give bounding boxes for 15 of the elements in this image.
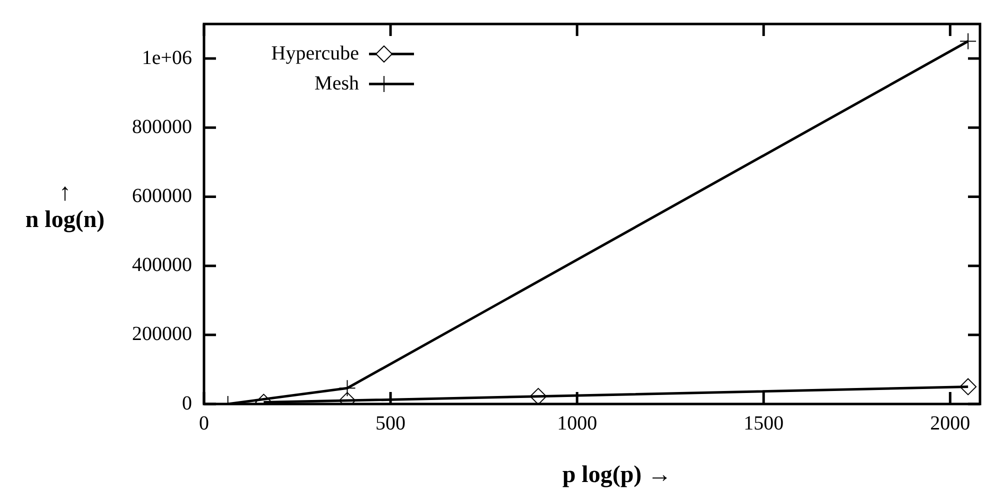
y-tick-label: 800000 bbox=[132, 116, 192, 138]
x-tick-label: 1000 bbox=[557, 412, 598, 434]
y-tick-label: 0 bbox=[182, 392, 192, 414]
y-tick-label: 1e+06 bbox=[142, 46, 192, 69]
y-axis-title: ↑ n log(n) bbox=[24, 180, 106, 234]
legend-label: Mesh bbox=[314, 72, 359, 94]
y-tick-label: 600000 bbox=[132, 184, 192, 207]
x-tick-label: 0 bbox=[199, 412, 209, 434]
legend-label: Hypercube bbox=[271, 42, 360, 64]
x-tick-label: 1500 bbox=[744, 412, 784, 434]
x-tick-label: 500 bbox=[376, 412, 406, 434]
y-tick-label: 400000 bbox=[132, 254, 192, 276]
x-tick-label: 2000 bbox=[930, 412, 970, 434]
y-tick-label: 200000 bbox=[132, 323, 192, 346]
x-axis-title: p log(p) → bbox=[561, 462, 673, 489]
